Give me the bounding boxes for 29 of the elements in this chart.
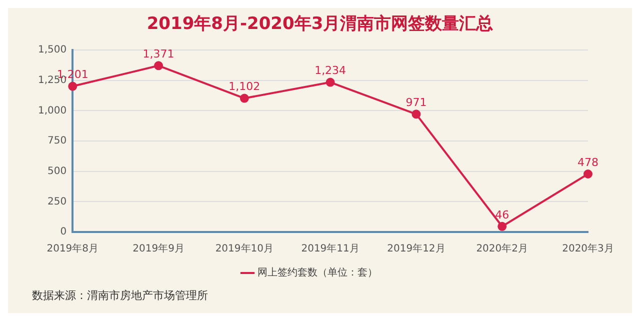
x-tick-label: 2019年10月 (215, 242, 274, 255)
point (240, 94, 249, 103)
y-tick-label: 750 (48, 136, 67, 147)
legend-label: 网上签约套数（单位：套） (258, 266, 378, 279)
point (498, 222, 507, 231)
data-label: 1,371 (142, 48, 174, 61)
point (154, 61, 164, 70)
data-label: 478 (578, 156, 598, 169)
data-label: 1,102 (228, 80, 260, 94)
x-tick-label: 2019年8月 (46, 242, 99, 255)
y-tick-label: 1,500 (38, 44, 67, 56)
x-tick-label: 2019年12月 (387, 242, 446, 255)
y-tick-label: 250 (48, 196, 67, 208)
y-tick-label: 1,000 (38, 105, 67, 116)
x-tick-label: 2020年3月 (562, 242, 614, 255)
point (412, 110, 421, 119)
point (584, 170, 592, 179)
data-label: 971 (406, 96, 427, 110)
chart-title: 2019年8月-2020年3月渭南市网签数量汇总 (146, 13, 494, 36)
x-tick-label: 2019年11月 (301, 242, 360, 255)
point (326, 78, 335, 87)
y-tick-label: 500 (48, 166, 67, 177)
data-label: 1,234 (314, 64, 346, 78)
source-note: 数据来源：渭南市房地产市场管理所 (31, 288, 209, 303)
point (68, 82, 78, 91)
x-tick-label: 2019年9月 (132, 242, 184, 255)
x-tick-label: 2020年2月 (476, 242, 528, 255)
data-label: 46 (495, 208, 510, 222)
y-tick-label: 0 (60, 226, 67, 238)
